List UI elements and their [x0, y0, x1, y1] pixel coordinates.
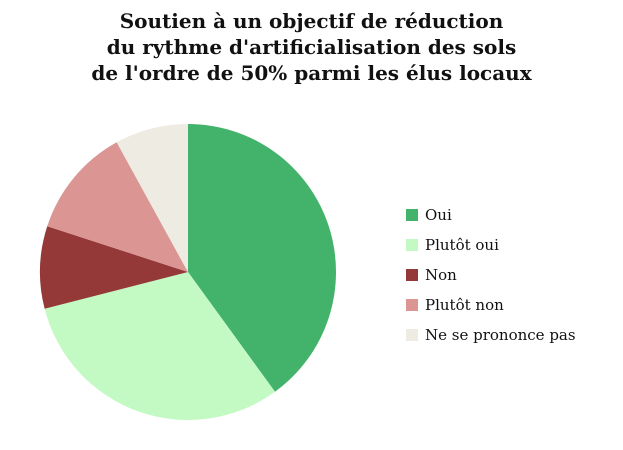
chart-title-line-2: du rythme d'artificialisation des sols [106, 35, 517, 59]
pie-slice-plutot-oui [44, 272, 275, 420]
pie-slice-plutot-non [47, 142, 188, 272]
legend-label-ne-se-prononce-pas: Ne se prononce pas [425, 326, 576, 344]
legend-swatch-oui [406, 209, 418, 221]
legend-item-plutot-non: Plutôt non [406, 290, 576, 320]
legend-swatch-plutot-oui [406, 239, 418, 251]
chart-legend: Oui Plutôt oui Non Plutôt non Ne se pron… [406, 200, 576, 350]
legend-swatch-ne-se-prononce-pas [406, 329, 418, 341]
legend-label-plutot-non: Plutôt non [425, 296, 504, 314]
legend-swatch-plutot-non [406, 299, 418, 311]
legend-label-non: Non [425, 266, 457, 284]
legend-item-ne-se-prononce-pas: Ne se prononce pas [406, 320, 576, 350]
chart-title-line-3: de l'ordre de 50% parmi les élus locaux [91, 61, 532, 85]
legend-label-plutot-oui: Plutôt oui [425, 236, 499, 254]
chart-title: Soutien à un objectif de réduction du ry… [0, 8, 623, 86]
legend-swatch-non [406, 269, 418, 281]
pie-slice-ne-se-prononce-pas [116, 124, 188, 272]
pie-slice-oui [188, 124, 336, 392]
legend-label-oui: Oui [425, 206, 452, 224]
legend-item-oui: Oui [406, 200, 576, 230]
pie-slice-non [40, 226, 189, 309]
legend-item-non: Non [406, 260, 576, 290]
legend-item-plutot-oui: Plutôt oui [406, 230, 576, 260]
chart-title-line-1: Soutien à un objectif de réduction [119, 9, 504, 33]
